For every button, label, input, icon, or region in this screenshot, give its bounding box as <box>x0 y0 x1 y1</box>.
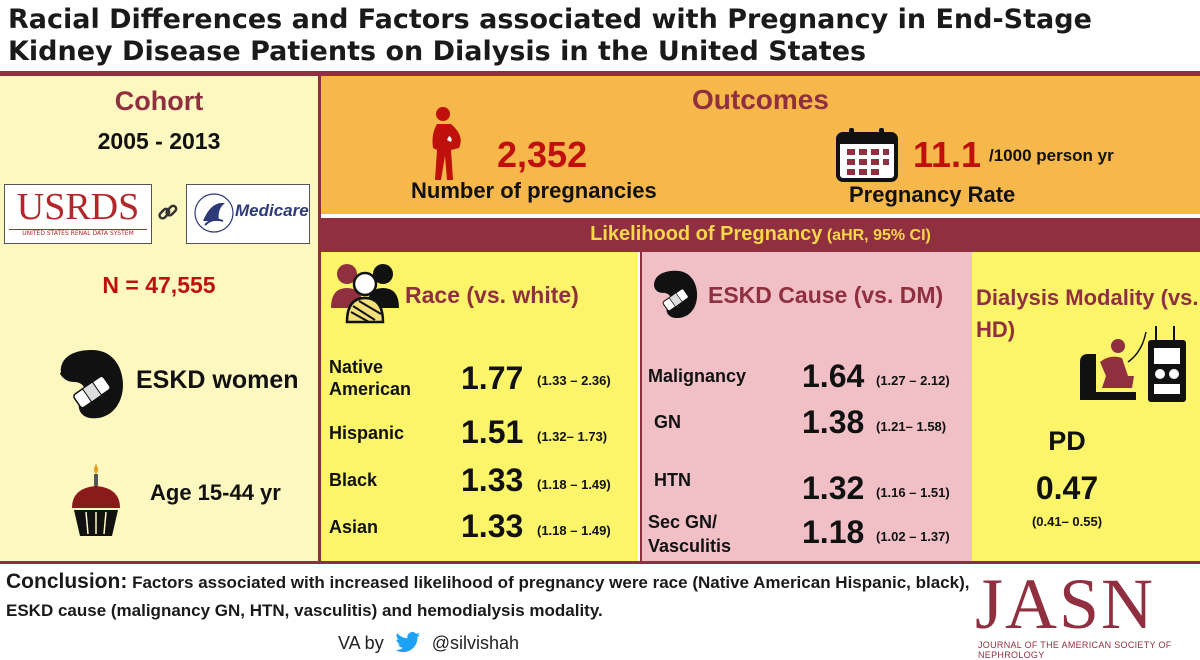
usrds-logo: USRDS UNITED STATES RENAL DATA SYSTEM <box>4 184 152 244</box>
cause-hr-htn: 1.32 <box>802 470 865 506</box>
cause-heading: ESKD Cause (vs. DM) <box>708 282 944 308</box>
jasn-logo: JASN <box>975 564 1156 644</box>
population-label: ESKD women <box>136 366 299 394</box>
race-hr-black: 1.33 <box>461 462 524 498</box>
credit-handle: @silvishah <box>431 633 520 653</box>
rate-value: 11.1 <box>913 134 982 175</box>
race-heading: Race (vs. white) <box>405 282 579 308</box>
race-panel: Race (vs. white) Native American 1.77 (1… <box>321 252 638 561</box>
hhs-eagle-icon <box>194 193 234 233</box>
link-icon <box>158 204 178 220</box>
cause-hr-vasculitis: 1.18 <box>802 514 865 550</box>
race-hr-native-american: 1.77 <box>461 360 524 396</box>
cause-ci-htn: (1.16 – 1.51) <box>876 485 950 500</box>
title-divider <box>0 71 1200 76</box>
diverse-people-icon <box>331 264 399 324</box>
credit-prefix: VA by <box>338 633 384 653</box>
race-label-asian: Asian <box>329 517 379 537</box>
cause-label-gn: GN <box>654 412 681 432</box>
dialysis-patient-icon <box>1080 326 1186 402</box>
credit: VA by @silvishah <box>338 631 520 654</box>
birthday-cupcake-icon <box>72 464 120 536</box>
cohort-panel: Cohort 2005 - 2013 USRDS UNITED STATES R… <box>0 76 321 561</box>
cause-ci-gn: (1.21– 1.58) <box>876 419 947 434</box>
usrds-logo-text: USRDS <box>16 186 140 228</box>
likelihood-suffix: (aHR, 95% CI) <box>826 227 931 244</box>
race-label-black: Black <box>329 470 378 490</box>
kidney-bandage-icon <box>59 350 123 419</box>
race-label-native-american: Native American <box>329 357 412 399</box>
cause-hr-gn: 1.38 <box>802 404 865 440</box>
likelihood-title: Likelihood of Pregnancy <box>590 223 823 245</box>
pregnancies-value: 2,352 <box>497 134 588 175</box>
jasn-subtitle: JOURNAL OF THE AMERICAN SOCIETY OF NEPHR… <box>978 640 1172 660</box>
race-ci-hispanic: (1.32– 1.73) <box>537 429 608 444</box>
outcomes-panel: Outcomes 2,352 Number of pregnancies 11.… <box>321 76 1200 214</box>
rate-unit: /1000 person yr <box>989 146 1114 165</box>
cause-label-htn: HTN <box>654 470 691 490</box>
modality-heading: Dialysis Modality (vs. HD) <box>976 285 1199 342</box>
race-hr-asian: 1.33 <box>461 508 524 544</box>
conclusion-divider <box>0 561 1200 564</box>
cohort-heading: Cohort <box>114 86 204 116</box>
conclusion-label: Conclusion: <box>6 570 128 593</box>
eskd-cause-panel: ESKD Cause (vs. DM) Malignancy 1.64 (1.2… <box>640 252 974 561</box>
medicare-logo: Medicare <box>186 184 310 244</box>
outcomes-heading: Outcomes <box>692 84 829 115</box>
medicare-logo-text: Medicare <box>235 201 309 220</box>
page-title: Racial Differences and Factors associate… <box>8 4 1092 67</box>
cause-ci-vasculitis: (1.02 – 1.37) <box>876 529 950 544</box>
cohort-years: 2005 - 2013 <box>97 128 221 154</box>
age-range: Age 15-44 yr <box>150 480 281 505</box>
pregnancies-label: Number of pregnancies <box>411 178 657 203</box>
likelihood-banner: Likelihood of Pregnancy (aHR, 95% CI) <box>321 216 1200 252</box>
cohort-size: N = 47,555 <box>102 272 216 298</box>
conclusion-text: Factors associated with increased likeli… <box>6 573 970 620</box>
pregnant-woman-icon <box>432 107 461 180</box>
race-ci-black: (1.18 – 1.49) <box>537 477 611 492</box>
usrds-logo-subtitle: UNITED STATES RENAL DATA SYSTEM <box>9 229 147 237</box>
race-hr-hispanic: 1.51 <box>461 414 524 450</box>
modality-label: PD <box>1048 426 1086 456</box>
conclusion: Conclusion: Factors associated with incr… <box>6 568 971 625</box>
kidney-bandage-icon <box>654 270 698 319</box>
twitter-bird-icon <box>395 631 420 653</box>
cause-label-vasculitis: Sec GN/ Vasculitis <box>648 512 732 556</box>
race-ci-asian: (1.18 – 1.49) <box>537 523 611 538</box>
cause-label-malignancy: Malignancy <box>648 366 747 386</box>
likelihood-heading: Likelihood of Pregnancy (aHR, 95% CI) <box>321 223 1200 246</box>
race-label-hispanic: Hispanic <box>329 423 405 443</box>
cause-ci-malignancy: (1.27 – 2.12) <box>876 373 950 388</box>
calendar-icon <box>836 128 898 182</box>
modality-ci: (0.41– 0.55) <box>1031 514 1103 529</box>
cause-hr-malignancy: 1.64 <box>802 358 865 394</box>
dialysis-modality-panel: Dialysis Modality (vs. HD) PD 0.47 (0.41… <box>972 252 1200 561</box>
rate-label: Pregnancy Rate <box>849 182 1016 207</box>
race-ci-native-american: (1.33 – 2.36) <box>537 373 611 388</box>
modality-hr: 0.47 <box>1035 470 1099 506</box>
